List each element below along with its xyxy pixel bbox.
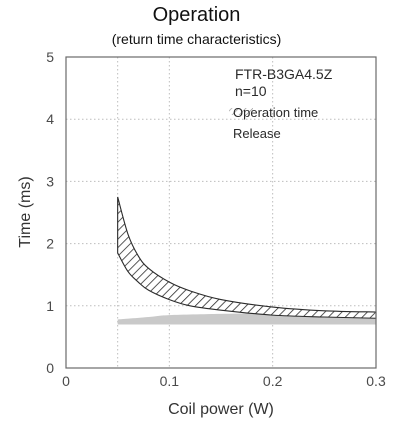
model-annotation: FTR-B3GA4.5Z [235,66,333,82]
plot-frame [65,56,377,369]
y-tick-label: 1 [46,298,54,314]
x-tick-label: 0.1 [160,373,180,389]
series-layer [117,196,377,325]
x-axis-label: Coil power (W) [168,401,274,418]
x-tick-label: 0 [62,373,70,389]
y-tick-label: 4 [46,111,54,127]
ticks: 0 0.1 0.2 0.3 0 1 2 3 4 5 [46,49,386,389]
y-tick-label: 2 [46,236,54,252]
legend-label-release: Release [233,126,281,141]
legend: Operation time Release [229,105,318,141]
y-tick-label: 0 [46,360,54,376]
series-operation-band [117,196,377,319]
x-tick-label: 0.3 [366,373,386,389]
sample-annotation: n=10 [235,83,267,99]
y-tick-label: 5 [46,49,54,65]
legend-label-operation: Operation time [233,105,318,120]
y-axis-label: Time (ms) [17,176,34,247]
chart-title: Operation [152,4,241,26]
chart-subtitle: (return time characteristics) [111,31,282,47]
legend-swatch-operation [229,108,253,115]
y-tick-label: 3 [46,173,54,189]
x-tick-label: 0.2 [263,373,283,389]
